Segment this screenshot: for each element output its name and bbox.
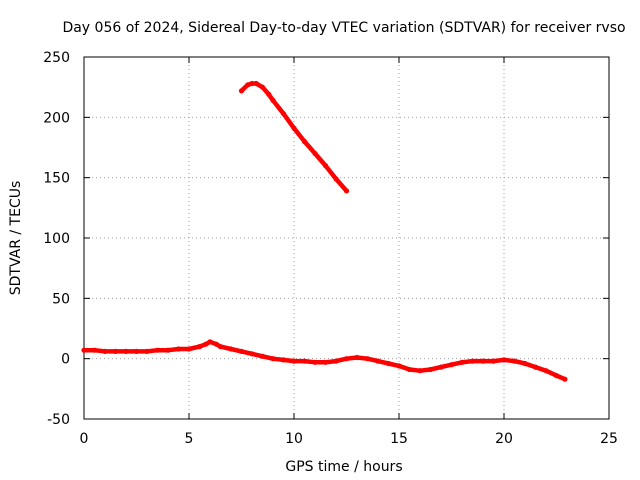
data-point <box>259 353 266 359</box>
x-tick-label: 20 <box>495 431 513 447</box>
data-point <box>249 351 255 357</box>
data-point <box>343 356 350 362</box>
y-tick-label: 50 <box>52 291 70 307</box>
axis-ticks: 0 5 10 15 20 25 -50 0 50 100 150 200 250 <box>43 50 618 447</box>
data-point <box>228 346 234 352</box>
data-point <box>165 347 171 353</box>
data-point <box>385 360 392 367</box>
x-tick-label: 5 <box>185 431 194 447</box>
x-axis-label: GPS time / hours <box>285 459 402 475</box>
data-point <box>217 344 224 350</box>
data-point <box>266 91 272 97</box>
data-point <box>291 125 297 131</box>
data-point <box>280 111 287 117</box>
data-point <box>270 97 276 103</box>
x-tick-label: 10 <box>285 431 303 447</box>
x-tick-label: 0 <box>80 431 89 447</box>
data-point <box>91 347 98 353</box>
chart-title: Day 056 of 2024, Sidereal Day-to-day VTE… <box>62 20 625 36</box>
data-point <box>543 368 549 374</box>
data-point <box>207 339 213 345</box>
data-point <box>238 348 245 354</box>
data-point <box>354 354 360 361</box>
data-point <box>245 82 251 88</box>
data-point <box>144 348 150 354</box>
data-point <box>522 360 528 367</box>
data-point <box>301 358 308 364</box>
data-point <box>427 366 434 373</box>
data-point <box>396 363 402 369</box>
data-point <box>364 356 371 362</box>
data-point <box>175 346 182 352</box>
data-point <box>123 348 129 354</box>
x-tick-label: 25 <box>600 431 618 447</box>
data-point <box>81 347 87 353</box>
data-point <box>532 364 539 370</box>
data-point <box>133 348 140 354</box>
data-point <box>312 150 318 157</box>
data-point <box>553 373 560 379</box>
data-point <box>501 357 507 363</box>
data-point <box>270 356 276 362</box>
data-point <box>259 84 266 90</box>
data-series <box>81 80 568 382</box>
y-axis-label: SDTVAR / TECUs <box>8 181 24 296</box>
y-tick-label: 200 <box>43 110 70 126</box>
data-point <box>562 376 568 382</box>
data-point <box>511 358 518 364</box>
data-point <box>333 358 339 364</box>
data-point <box>417 368 423 374</box>
data-point <box>480 358 486 364</box>
data-point <box>490 358 497 364</box>
gridlines <box>84 57 609 419</box>
y-tick-label: 0 <box>61 352 70 368</box>
data-point <box>312 359 318 365</box>
data-point <box>203 341 209 347</box>
y-tick-label: 150 <box>43 171 70 187</box>
y-tick-label: -50 <box>47 412 70 428</box>
data-point <box>249 80 255 87</box>
data-point <box>448 362 455 368</box>
data-point <box>333 176 339 182</box>
data-point <box>343 188 350 194</box>
y-tick-label: 250 <box>43 50 70 66</box>
data-point <box>112 348 119 354</box>
data-point <box>213 341 219 347</box>
data-point <box>375 358 381 364</box>
data-point <box>196 344 203 350</box>
data-point <box>253 80 259 87</box>
data-point <box>459 359 465 365</box>
data-point <box>322 163 329 169</box>
data-point <box>154 347 161 353</box>
data-point <box>438 364 444 370</box>
data-point <box>406 366 413 373</box>
y-tick-label: 100 <box>43 231 70 247</box>
data-point <box>238 88 245 94</box>
x-tick-label: 15 <box>390 431 408 447</box>
data-point <box>469 358 476 364</box>
data-point <box>102 348 108 354</box>
data-point <box>322 359 329 365</box>
data-point <box>280 357 287 363</box>
data-point <box>291 358 297 364</box>
data-point <box>186 346 192 352</box>
data-point <box>301 138 308 145</box>
